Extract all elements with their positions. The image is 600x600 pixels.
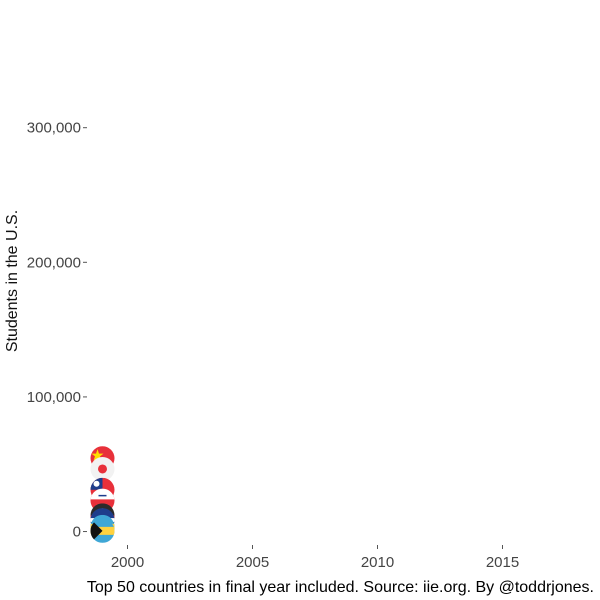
y-tick-label: 300,000 [27,120,81,137]
x-tick-label: 2015 [486,554,519,571]
y-axis: 0 100,000 200,000 300,000 [27,120,87,541]
y-tick-label: 100,000 [27,389,81,406]
data-points [90,446,115,543]
x-tick-label: 2005 [236,554,269,571]
x-tick-label: 2000 [111,554,144,571]
chart-caption: Top 50 countries in final year included.… [87,579,594,596]
japan-flag [90,456,115,481]
x-axis: 2000 2005 2010 2015 [111,545,519,571]
bahamas-flag [90,518,115,543]
y-tick-label: 0 [73,524,81,541]
y-axis-title: Students in the U.S. [4,210,21,352]
x-tick-label: 2010 [361,554,394,571]
y-tick-label: 200,000 [27,254,81,271]
